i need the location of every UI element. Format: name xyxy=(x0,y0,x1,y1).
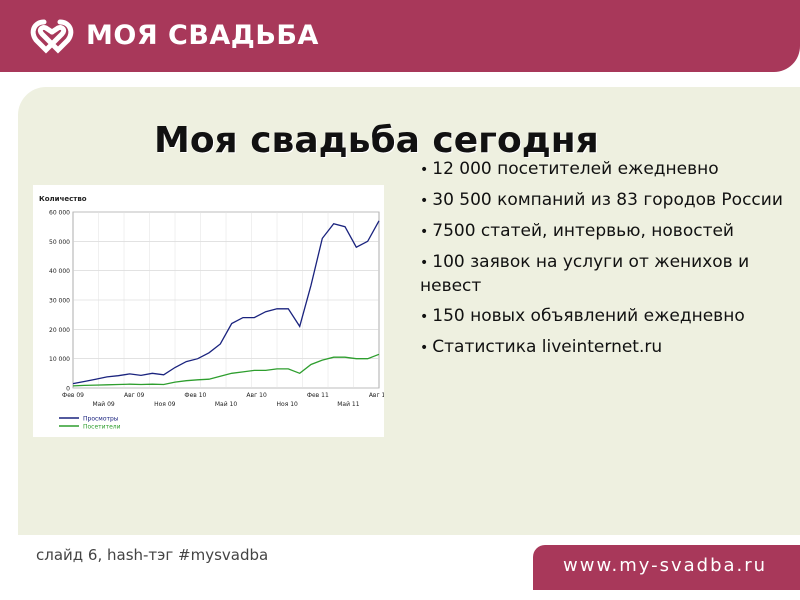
bullet-item: • 12 000 посетителей ежедневно xyxy=(420,158,792,182)
x-tick-label: Фев 09 xyxy=(62,392,84,399)
site-url-link[interactable]: www.my-svadba.ru xyxy=(563,555,768,576)
bullet-text: 100 заявок на услуги от женихов и невест xyxy=(420,252,750,296)
x-tick-label: Ноя 09 xyxy=(154,401,176,408)
bullet-dot-icon: • xyxy=(420,162,429,178)
y-tick-label: 10 000 xyxy=(49,356,70,363)
series-line xyxy=(72,220,380,385)
bullet-item: • 30 500 компаний из 83 городов России xyxy=(420,189,792,213)
x-tick-label: Авг 11 xyxy=(369,392,384,399)
slide-title: Моя свадьба сегодня xyxy=(154,120,599,161)
bullet-text: 30 500 компаний из 83 городов России xyxy=(432,190,783,210)
x-tick-label: Фев 10 xyxy=(184,392,206,399)
bullet-text: 150 новых объявлений ежедневно xyxy=(432,306,745,326)
y-axis-label: Количество xyxy=(39,195,87,203)
x-tick-label: Май 11 xyxy=(337,401,359,408)
footer-bar: www.my-svadba.ru xyxy=(533,545,800,590)
y-tick-label: 60 000 xyxy=(49,210,70,217)
y-tick-label: 20 000 xyxy=(49,327,70,334)
y-tick-label: 50 000 xyxy=(49,239,70,246)
legend-label: Посетители xyxy=(83,424,121,431)
x-tick-label: Авг 10 xyxy=(246,392,267,399)
bullet-item: • Статистика liveinternet.ru xyxy=(420,336,792,360)
bullet-dot-icon: • xyxy=(420,255,429,271)
bullet-dot-icon: • xyxy=(420,224,429,240)
interlocked-rings-icon xyxy=(30,19,74,54)
x-tick-label: Ноя 10 xyxy=(277,401,299,408)
bullet-item: • 100 заявок на услуги от женихов и невес… xyxy=(420,251,792,298)
x-tick-label: Фев 11 xyxy=(307,392,329,399)
bullet-item: • 150 новых объявлений ежедневно xyxy=(420,305,792,329)
series-line xyxy=(72,353,380,387)
bullet-dot-icon: • xyxy=(420,193,429,209)
bullet-text: 12 000 посетителей ежедневно xyxy=(432,159,719,179)
traffic-chart: Количество 0 10 000 20 000 30 000 40 000 50 00… xyxy=(33,185,389,437)
bullet-dot-icon: • xyxy=(420,340,429,356)
x-tick-label: Авг 09 xyxy=(124,392,145,399)
y-tick-label: 40 000 xyxy=(49,268,70,275)
legend-label: Просмотры xyxy=(83,416,119,423)
bullet-item: • 7500 статей, интервью, новостей xyxy=(420,220,792,244)
bullet-list: • 12 000 посетителей ежедневно • 30 500 ко… xyxy=(420,158,792,367)
x-tick-label: Май 10 xyxy=(215,401,237,408)
x-tick-label: Май 09 xyxy=(92,401,114,408)
slide-caption: слайд 6, hash-тэг #mysvadba xyxy=(36,546,269,564)
header-bar: МОЯ СВАДЬБА xyxy=(0,0,800,72)
y-tick-label: 0 xyxy=(66,386,70,393)
logo-text: МОЯ СВАДЬБА xyxy=(86,20,319,51)
bullet-dot-icon: • xyxy=(420,309,429,325)
bullet-text: Статистика liveinternet.ru xyxy=(432,337,663,357)
y-tick-label: 30 000 xyxy=(49,298,70,305)
traffic-chart-svg: Количество 0 10 000 20 000 30 000 40 000 50 00… xyxy=(39,195,389,431)
bullet-text: 7500 статей, интервью, новостей xyxy=(432,221,734,241)
